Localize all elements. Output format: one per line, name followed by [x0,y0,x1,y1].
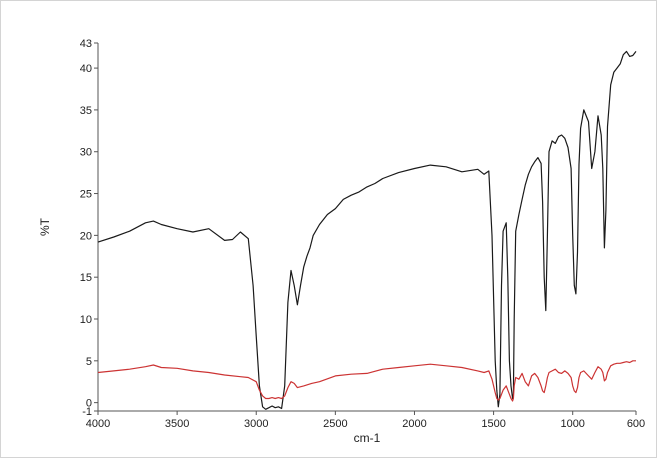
y-tick-label: 30 [80,147,92,159]
y-tick-label: 5 [86,356,92,368]
x-tick-label: 3500 [165,418,189,430]
x-tick-label: 2000 [402,418,426,430]
y-tick-label: 20 [80,230,92,242]
y-tick-label: 10 [80,314,92,326]
y-tick-label: 40 [80,63,92,75]
x-axis-title: cm-1 [354,431,381,445]
series-line-2 [97,360,636,402]
x-tick-label: 1500 [481,418,505,430]
y-axis-ticks: -10 5 10 15 20 25 30 35 40 43 [80,38,98,418]
x-tick-label: 2500 [323,418,347,430]
y-tick-label: 25 [80,189,92,201]
x-tick-label: 600 [627,418,645,430]
y-tick-label: -1 [82,406,92,418]
y-tick-label: 15 [80,272,92,284]
y-tick-label: 43 [80,38,92,50]
x-tick-label: 1000 [560,418,584,430]
series-layer [97,50,637,410]
y-tick-label: 35 [80,105,92,117]
x-tick-label: 3000 [244,418,268,430]
y-axis-title: %T [38,217,52,236]
x-axis-ticks: 4000 3500 3000 2500 2000 1500 1000 600 [86,411,645,430]
y-tick-label: 0 [86,398,92,410]
x-tick-label: 4000 [86,418,110,430]
series-line-1 [97,50,637,410]
